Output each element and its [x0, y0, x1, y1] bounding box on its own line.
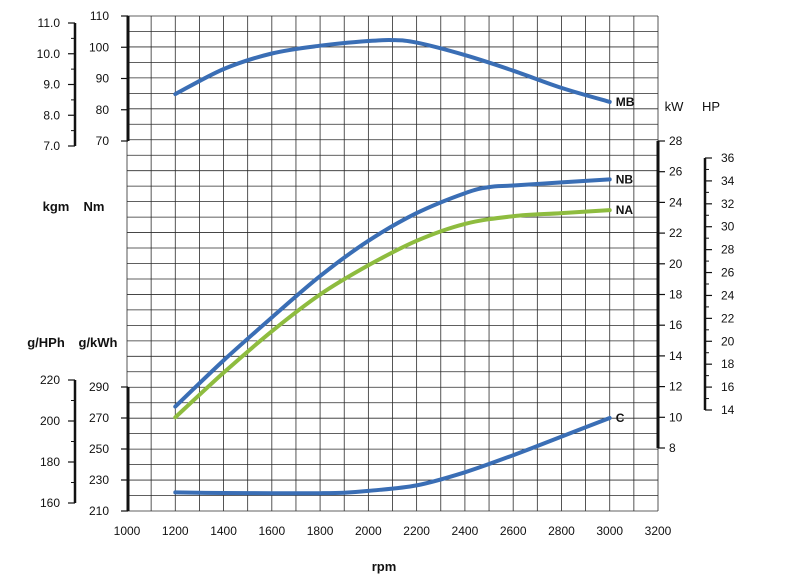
kgm-axis-tick-label: 7.0: [43, 139, 60, 153]
hp-axis-tick-label: 28: [721, 243, 735, 257]
hp-axis-tick-label: 26: [721, 266, 735, 280]
nm-unit-label: Nm: [84, 199, 105, 214]
series-line-nb: [173, 177, 612, 409]
ghph-unit-label: g/HPh: [27, 335, 65, 350]
kw-axis-tick-label: 24: [669, 195, 683, 209]
x-tick-label: 3200: [645, 524, 672, 538]
gkwh-axis-tick-label: 250: [89, 442, 109, 456]
x-tick-label: 2600: [500, 524, 527, 538]
kw-axis-tick-label: 18: [669, 288, 683, 302]
gkwh-axis-tick-label: 290: [89, 380, 109, 394]
hp-axis-tick-label: 14: [721, 403, 735, 417]
nm-axis-tick-label: 70: [96, 134, 110, 148]
ghph-axis-tick-label: 160: [40, 496, 60, 510]
nm-axis-tick-label: 80: [96, 103, 110, 117]
chart-labels: MB NB NA C: [616, 95, 635, 425]
chart-axes: 1000 1200 1400 1600 1800 2000 2200 2400 2600 2800…: [27, 9, 734, 574]
x-axis-title: rpm: [372, 559, 397, 574]
series-line-mb: [173, 37, 612, 104]
x-tick-label: 2000: [355, 524, 382, 538]
nm-axis-tick-label: 100: [89, 40, 109, 54]
x-tick-label: 1000: [114, 524, 141, 538]
gkwh-axis-tick-label: 270: [89, 411, 109, 425]
hp-axis-tick-label: 18: [721, 357, 735, 371]
nm-axis-tick-label: 110: [90, 9, 109, 23]
nm-axis-tick-label: 90: [96, 72, 110, 86]
hp-axis-tick-label: 32: [721, 197, 735, 211]
ghph-axis-tick-label: 200: [40, 414, 60, 428]
kw-axis-tick-label: 8: [669, 441, 676, 455]
kw-axis-tick-label: 16: [669, 318, 683, 332]
kgm-axis-tick-label: 11.0: [38, 16, 61, 30]
hp-unit-label: HP: [702, 99, 720, 114]
x-tick-label: 1200: [162, 524, 189, 538]
x-tick-label: 2400: [452, 524, 479, 538]
kw-axis-tick-label: 28: [669, 134, 683, 148]
ghph-axis-tick-label: 220: [40, 373, 60, 387]
kgm-axis-tick-label: 10.0: [37, 47, 61, 61]
kw-unit-label: kW: [665, 99, 685, 114]
kw-axis-tick-label: 26: [669, 165, 683, 179]
series-label-mb: MB: [616, 95, 635, 109]
x-tick-label: 1400: [210, 524, 237, 538]
series-label-nb: NB: [616, 172, 634, 186]
hp-axis-tick-label: 20: [721, 334, 735, 348]
kw-axis-tick-label: 20: [669, 257, 683, 271]
gkwh-axis-tick-label: 230: [89, 473, 109, 487]
x-tick-label: 1800: [307, 524, 334, 538]
kw-axis-tick-label: 12: [669, 380, 683, 394]
kw-axis-tick-label: 10: [669, 410, 683, 424]
hp-axis-tick-label: 22: [721, 311, 735, 325]
gkwh-unit-label: g/kWh: [79, 335, 118, 350]
series-label-c: C: [616, 411, 625, 425]
kgm-axis-tick-label: 9.0: [43, 78, 60, 92]
x-tick-label: 2200: [403, 524, 430, 538]
hp-axis-tick-label: 16: [721, 380, 735, 394]
gkwh-axis-tick-label: 210: [89, 504, 109, 518]
ghph-axis-tick-label: 180: [40, 455, 60, 469]
kw-axis-tick-label: 14: [669, 349, 683, 363]
hp-axis-tick-label: 24: [721, 288, 735, 302]
series-label-na: NA: [616, 203, 634, 217]
series-line-na: [173, 208, 612, 420]
x-tick-label: 1600: [258, 524, 285, 538]
x-tick-label: 3000: [596, 524, 623, 538]
hp-axis-tick-label: 30: [721, 220, 735, 234]
series-line-c: [173, 416, 612, 496]
x-tick-label: 2800: [548, 524, 575, 538]
chart-grid: [126, 15, 659, 512]
chart-series: [173, 37, 612, 496]
kgm-unit-label: kgm: [43, 199, 70, 214]
kw-axis-tick-label: 22: [669, 226, 683, 240]
hp-axis-tick-label: 36: [721, 151, 735, 165]
kgm-axis-tick-label: 8.0: [43, 108, 60, 122]
hp-axis-tick-label: 34: [721, 174, 735, 188]
